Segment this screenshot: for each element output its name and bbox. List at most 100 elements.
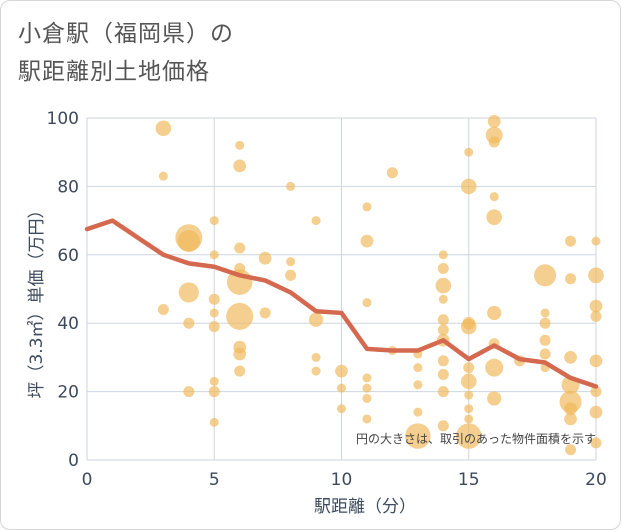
data-bubble [437, 314, 449, 326]
data-bubble [534, 264, 557, 287]
data-bubble [259, 307, 271, 319]
data-bubble [486, 209, 502, 225]
data-bubble [155, 120, 172, 137]
data-bubble [258, 251, 272, 265]
data-bubble [565, 273, 577, 285]
data-bubble [489, 192, 499, 202]
y-tick-label: 100 [47, 109, 79, 129]
data-bubble [311, 352, 321, 362]
data-bubble [437, 324, 449, 336]
x-tick-label: 5 [209, 470, 220, 490]
data-bubble [209, 376, 219, 386]
data-bubble [438, 250, 448, 260]
data-bubble [386, 167, 398, 179]
x-tick-label: 0 [82, 470, 93, 490]
axis-ticks: 0 5 10 15 20 0 20 40 60 80 100 [47, 109, 607, 490]
data-bubble [464, 414, 474, 424]
data-bubble [485, 358, 504, 377]
data-bubble [464, 390, 474, 400]
bubble-series [155, 115, 604, 456]
data-bubble [235, 140, 245, 150]
data-bubble [413, 363, 423, 373]
chart-subtitle: 駅距離別土地価格 [18, 59, 210, 85]
average-price-line [84, 218, 599, 389]
data-bubble [487, 391, 502, 406]
data-bubble [360, 234, 374, 248]
x-tick-label: 10 [331, 470, 353, 490]
data-bubble [460, 178, 477, 195]
data-bubble [308, 312, 324, 327]
data-bubble [591, 236, 601, 246]
data-bubble [209, 216, 219, 226]
data-bubble [362, 298, 372, 308]
data-bubble [487, 115, 501, 128]
data-bubble [208, 321, 220, 333]
data-bubble [589, 405, 603, 419]
data-bubble [337, 404, 346, 414]
data-bubble [337, 383, 346, 393]
data-bubble [456, 423, 482, 449]
data-bubble [209, 250, 219, 260]
x-tick-label: 20 [585, 470, 607, 490]
data-bubble [464, 404, 474, 414]
y-axis-label: 坪（3.3㎡）単価（万円） [27, 201, 47, 398]
data-bubble [362, 414, 372, 424]
data-bubble [464, 147, 474, 157]
data-bubble [437, 355, 449, 367]
data-bubble [539, 317, 551, 329]
y-tick-label: 60 [57, 246, 79, 266]
trend-line [84, 218, 599, 389]
data-bubble [178, 282, 199, 303]
y-tick-label: 40 [57, 314, 79, 334]
data-bubble [564, 412, 577, 426]
data-bubble [487, 305, 502, 321]
data-bubble [311, 366, 321, 376]
data-bubble [437, 420, 449, 432]
data-bubble [437, 368, 449, 381]
data-bubble [539, 348, 551, 360]
data-bubble [413, 407, 423, 417]
y-tick-label: 80 [57, 177, 79, 197]
data-bubble [565, 444, 577, 456]
data-bubble [209, 417, 219, 427]
data-bubble [226, 302, 254, 330]
x-axis-label: 駅距離（分） [314, 497, 416, 517]
data-bubble [590, 437, 602, 449]
data-bubble [590, 310, 602, 322]
data-bubble [335, 364, 348, 378]
bubble-size-note: 円の大きさは、取引のあった物件面積を示す [356, 431, 596, 446]
data-bubble [588, 267, 604, 284]
data-bubble [435, 277, 452, 294]
chart-title: 小倉駅（福岡県）の [18, 21, 234, 47]
data-bubble [234, 365, 246, 377]
data-bubble [540, 308, 550, 318]
data-bubble [539, 334, 551, 346]
data-bubble [285, 269, 297, 281]
data-bubble [362, 383, 372, 393]
data-bubble [437, 262, 449, 274]
data-bubble [233, 347, 247, 361]
data-bubble [233, 159, 247, 173]
data-bubble [311, 216, 321, 226]
data-bubble [589, 299, 603, 313]
data-bubble [589, 354, 603, 368]
data-bubble [362, 373, 372, 383]
data-bubble [177, 230, 200, 253]
y-tick-label: 20 [57, 383, 79, 403]
data-bubble [488, 136, 500, 148]
data-bubble [437, 386, 449, 398]
x-tick-label: 15 [458, 470, 480, 490]
grid-lines [86, 117, 597, 461]
data-bubble [183, 386, 195, 398]
data-bubble [460, 318, 477, 335]
data-bubble [413, 380, 423, 390]
data-bubble [208, 293, 220, 305]
data-bubble [183, 317, 195, 329]
data-bubble [362, 202, 372, 212]
data-bubble [590, 386, 602, 398]
data-bubble [438, 294, 448, 304]
data-bubble [158, 171, 168, 181]
data-bubble [362, 393, 372, 403]
